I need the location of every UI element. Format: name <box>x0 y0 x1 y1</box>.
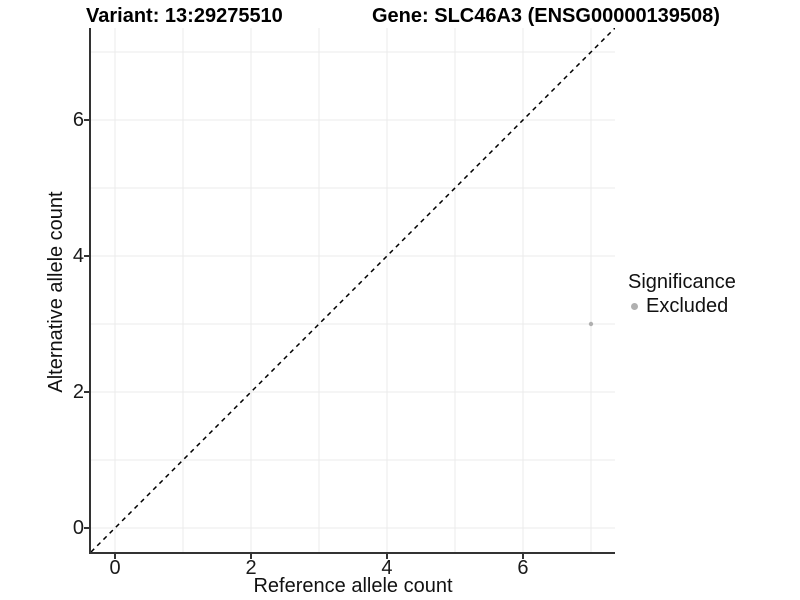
y-tick-label: 4 <box>72 245 84 267</box>
legend-entry: Excluded <box>628 294 736 318</box>
y-tick-mark <box>84 255 89 257</box>
plot-title-variant: Variant: 13:29275510 <box>86 5 283 27</box>
x-tick-label: 0 <box>109 557 121 579</box>
plot-title-gene: Gene: SLC46A3 (ENSG00000139508) <box>372 5 720 27</box>
x-tick-mark <box>385 554 388 559</box>
y-axis-title: Alternative allele count <box>45 191 67 393</box>
data-point <box>588 321 594 327</box>
x-axis-title: Reference allele count <box>253 575 453 597</box>
y-tick-label: 2 <box>72 380 84 403</box>
y-tick-mark <box>84 390 89 393</box>
y-tick-mark <box>84 526 89 529</box>
y-tick-label: 6 <box>72 109 84 131</box>
legend-entries: Excluded <box>628 294 736 318</box>
legend: Significance Excluded <box>628 270 736 318</box>
x-tick-label: 4 <box>381 557 393 579</box>
scatter-plot-canvas <box>91 28 615 552</box>
x-tick-label: 2 <box>245 557 257 579</box>
legend-key-dot <box>631 302 638 310</box>
y-tick-mark <box>84 119 89 121</box>
x-tick-mark <box>114 554 116 559</box>
plot-panel <box>89 28 615 554</box>
x-tick-label: 6 <box>517 557 529 579</box>
x-tick-mark <box>250 554 252 559</box>
identity-dashed-line <box>91 28 615 552</box>
legend-entry-label: Excluded <box>646 295 729 317</box>
x-tick-mark <box>521 554 524 559</box>
legend-title: Significance <box>628 271 736 293</box>
y-tick-label: 0 <box>72 516 84 539</box>
